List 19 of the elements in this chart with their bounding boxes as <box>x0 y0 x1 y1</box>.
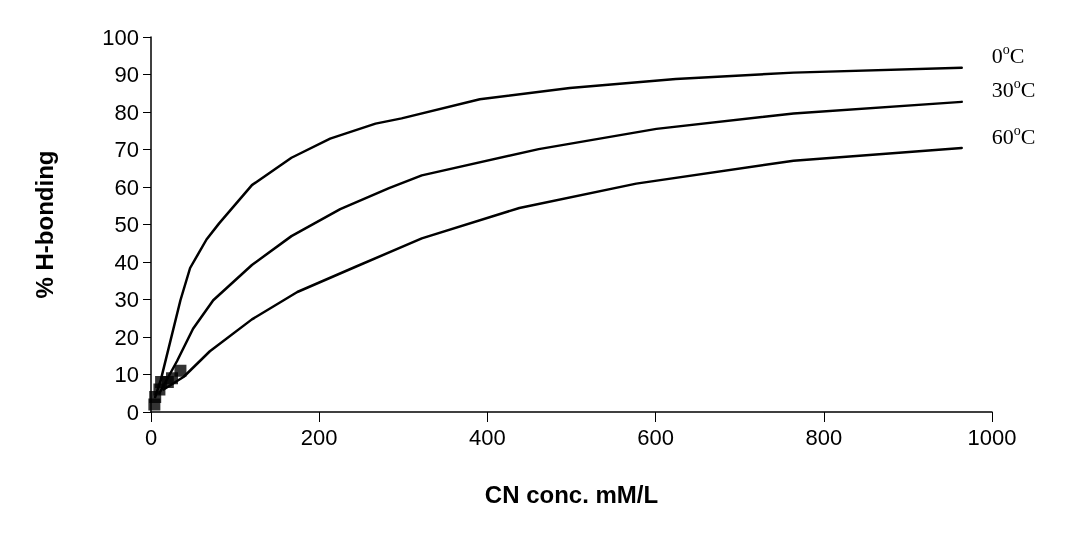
x-tick-label: 600 <box>637 424 674 450</box>
x-axis-title: CN conc. mM/L <box>484 480 659 508</box>
x-tick-label: 800 <box>805 424 843 450</box>
y-tick-label: 50 <box>114 212 139 237</box>
y-tick-label: 100 <box>102 24 139 50</box>
y-tick-label: 90 <box>114 62 139 87</box>
y-tick-label: 20 <box>114 324 139 350</box>
y-tick-label: 10 <box>114 362 139 387</box>
x-tick-label: 0 <box>144 424 158 450</box>
y-tick-label: 80 <box>114 99 139 125</box>
y-tick-label: 30 <box>114 287 139 312</box>
y-tick-label: 40 <box>114 249 139 275</box>
y-tick-label: 70 <box>114 137 139 162</box>
y-tick-label: 0 <box>126 399 139 425</box>
x-tick-label: 1000 <box>967 424 1017 450</box>
x-tick-label: 200 <box>300 424 338 450</box>
x-tick-label: 400 <box>469 424 506 450</box>
y-tick-label: 60 <box>114 174 139 200</box>
y-axis-title: % H-bonding <box>30 150 58 299</box>
